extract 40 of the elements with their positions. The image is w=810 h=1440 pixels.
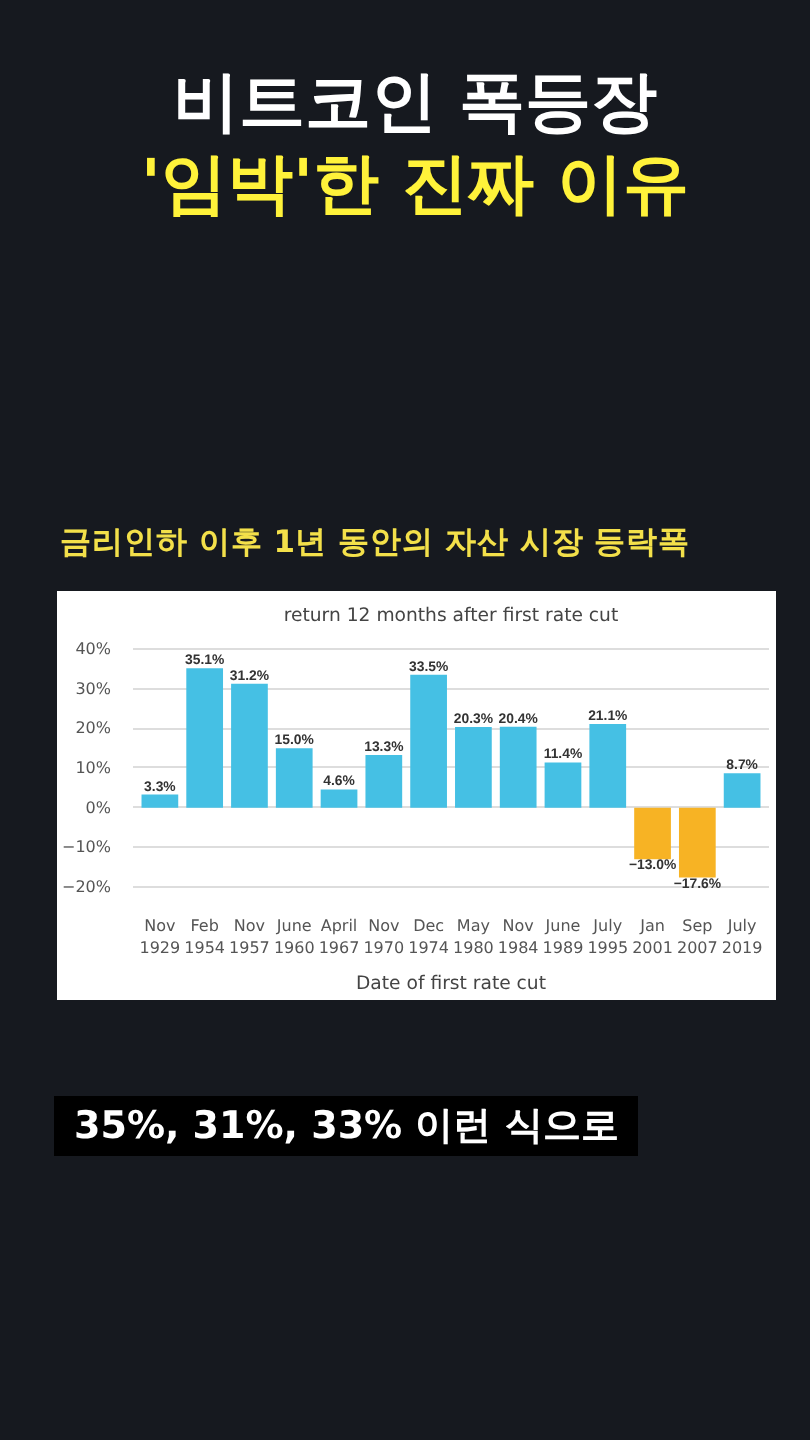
x-axis-title: Date of first rate cut: [355, 972, 547, 995]
bar: [365, 754, 403, 808]
bar: [634, 807, 671, 860]
bar: [455, 727, 492, 808]
x-tick-label: Nov 1957: [229, 917, 270, 957]
x-tick-label: Nov 1929: [139, 917, 181, 957]
chart-subtitle: 금리인하 이후 1년 동안의 자산 시장 등락폭: [60, 522, 691, 564]
x-tick-label: July 1995: [587, 917, 629, 957]
bar: [678, 807, 716, 878]
x-tick-label: July 2019: [721, 917, 763, 957]
x-tick-label: June 1989: [542, 917, 584, 957]
bar: [723, 773, 761, 808]
x-tick-label: June 1960: [273, 917, 315, 957]
y-tick-label: 30%: [75, 679, 112, 698]
chart-title: 비트코인 폭등장 '임박'한 진짜 이유: [140, 60, 690, 225]
x-tick-label: April 1967: [318, 917, 360, 957]
y-tick-label: 0%: [85, 798, 112, 817]
x-tick-label: May 1980: [453, 917, 494, 957]
bar: [275, 748, 313, 808]
bar: [320, 789, 358, 808]
bar: [499, 726, 537, 808]
x-tick-label: Nov 1970: [363, 917, 405, 957]
bar: [410, 674, 447, 808]
bar: [231, 683, 268, 808]
x-tick-label: Dec 1974: [408, 917, 449, 957]
x-tick-label: Feb 1954: [184, 917, 226, 957]
text: 35%, 31%, 33% 이런 식으로: [54, 1096, 639, 1156]
y-tick-label: 10%: [75, 758, 112, 777]
text: return 12 months after first rate cut: [283, 605, 619, 627]
bar: [589, 723, 627, 808]
bar: [186, 668, 224, 808]
y-tick-label: 20%: [75, 719, 112, 738]
x-tick-label: Jan 2001: [632, 917, 673, 957]
y-tick-label: 40%: [75, 639, 112, 658]
x-tick-label: Sep 2007: [676, 917, 718, 957]
bar: [544, 762, 582, 808]
x-tick-label: Nov 1984: [497, 917, 539, 957]
y-tick-label: −10%: [62, 838, 112, 857]
y-tick-label: −20%: [62, 878, 112, 897]
bar: [141, 794, 179, 808]
